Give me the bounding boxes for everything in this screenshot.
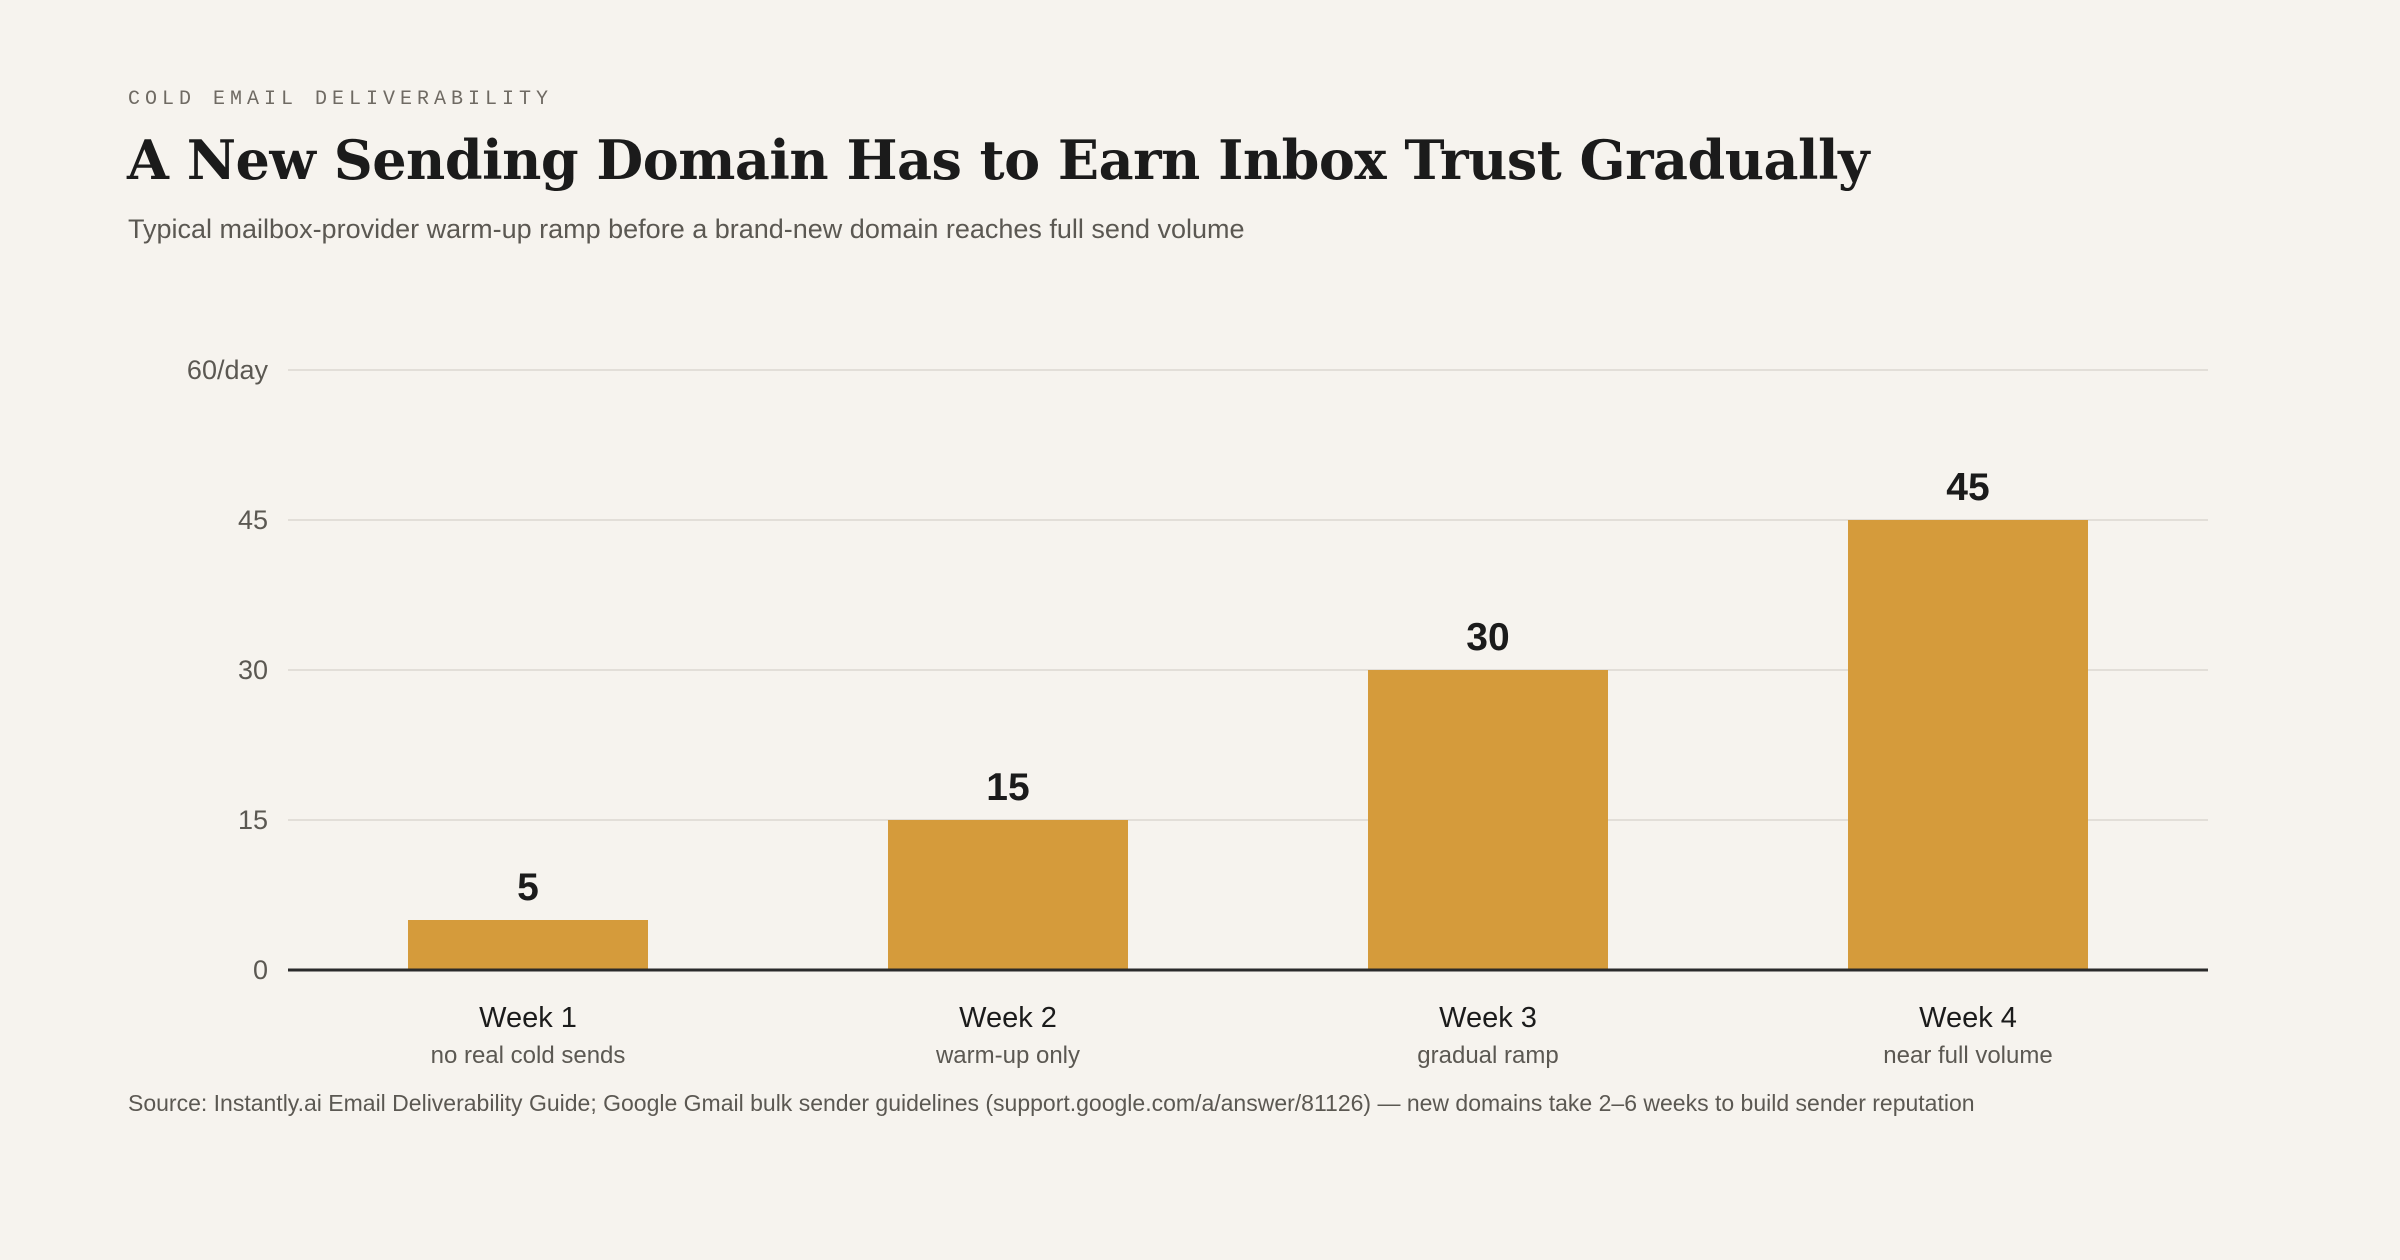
bar — [888, 820, 1128, 970]
bar-value-label: 5 — [517, 866, 539, 909]
x-tick-label: Week 3 — [1439, 1002, 1537, 1034]
bar-value-label: 15 — [986, 766, 1029, 809]
bar — [408, 920, 648, 970]
x-tick-label: Week 1 — [479, 1002, 577, 1034]
bar-value-label: 30 — [1466, 616, 1509, 659]
x-tick-sublabel: warm-up only — [935, 1042, 1080, 1069]
chart-title: A New Sending Domain Has to Earn Inbox T… — [127, 128, 1869, 192]
x-tick-label: Week 4 — [1919, 1002, 2017, 1034]
x-tick-label: Week 2 — [959, 1002, 1057, 1034]
y-tick-label: 30 — [238, 655, 268, 685]
y-tick-label: 45 — [238, 505, 268, 535]
y-tick-label: 15 — [238, 805, 268, 835]
x-tick-sublabel: gradual ramp — [1417, 1042, 1558, 1069]
bar-value-label: 45 — [1946, 466, 1989, 509]
bar — [1848, 520, 2088, 970]
x-tick-sublabel: no real cold sends — [431, 1042, 626, 1069]
x-tick-sublabel: near full volume — [1883, 1042, 2052, 1069]
chart-eyebrow: COLD EMAIL DELIVERABILITY — [128, 88, 554, 111]
y-tick-label: 0 — [253, 955, 268, 985]
chart-subtitle: Typical mailbox-provider warm-up ramp be… — [128, 214, 1245, 244]
y-tick-label: 60/day — [187, 355, 269, 385]
bar — [1368, 670, 1608, 970]
source-note: Source: Instantly.ai Email Deliverabilit… — [128, 1090, 1975, 1116]
